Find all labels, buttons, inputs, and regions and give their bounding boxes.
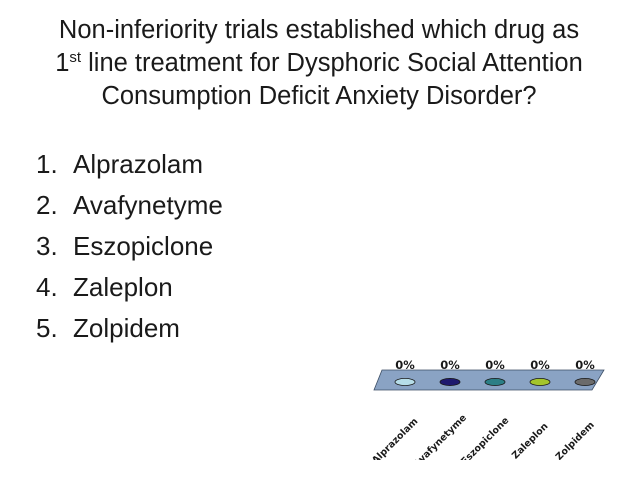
answer-number: 5. [36, 313, 58, 343]
bar-top [574, 377, 596, 386]
answer-label: Alprazolam [73, 149, 204, 179]
answer-option-5[interactable]: 5. Zolpidem [36, 308, 223, 349]
question-line-2-rest: line treatment for Dysphoric Social Atte… [81, 49, 583, 77]
answer-option-3[interactable]: 3. Eszopiclone [36, 226, 223, 267]
question-line-3: Consumption Deficit Anxiety Disorder? [101, 82, 537, 110]
category-label: Zaleplon [510, 421, 551, 460]
data-label: 0% [440, 358, 460, 372]
data-label: 0% [530, 358, 550, 372]
answer-option-2[interactable]: 2. Avafynetyme [36, 185, 223, 226]
answer-label: Avafynetyme [73, 190, 223, 220]
answer-label: Zolpidem [73, 313, 180, 343]
answer-option-4[interactable]: 4. Zaleplon [36, 267, 223, 308]
bar-top [484, 377, 506, 386]
answer-number: 2. [36, 190, 58, 220]
question-line-1: Non-inferiority trials established which… [58, 16, 580, 44]
data-label: 0% [485, 358, 505, 372]
answer-option-1[interactable]: 1. Alprazolam [36, 144, 223, 185]
answer-list: 1. Alprazolam 2. Avafynetyme 3. Eszopiclone… [36, 144, 223, 349]
category-label: Alprazolam [370, 416, 420, 460]
answer-number: 3. [36, 231, 58, 261]
bar-top [439, 377, 461, 386]
category-label: Zolpidem [554, 420, 597, 460]
question-line-2-prefix: 1 [55, 49, 70, 77]
answer-label: Eszopiclone [73, 231, 214, 261]
poll-results-chart: 0%Alprazolam0%Avafynetyme0%Eszopiclone0%… [370, 358, 605, 460]
data-label: 0% [575, 358, 595, 372]
answer-number: 4. [36, 272, 58, 302]
answer-label: Zaleplon [73, 272, 173, 302]
question-line-2-superscript: st [69, 49, 82, 66]
data-label: 0% [395, 358, 415, 372]
bar-top [529, 377, 551, 386]
category-label: Avafynetyme [412, 413, 469, 460]
question-title: Non-inferiority trials established which… [14, 14, 624, 113]
bar-top [394, 377, 416, 386]
answer-number: 1. [36, 149, 58, 179]
